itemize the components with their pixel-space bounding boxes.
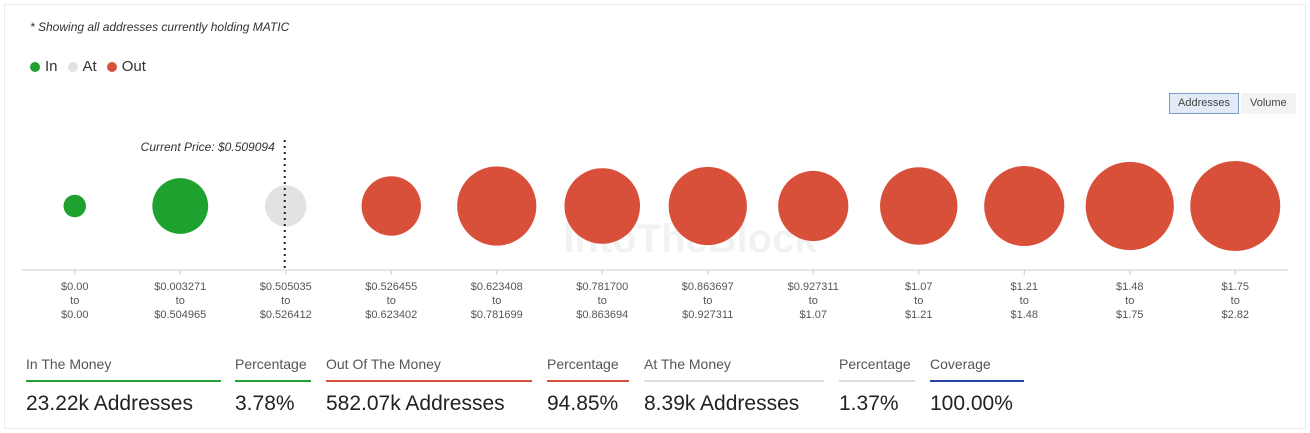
x-tick-label: $0.863697 [682,281,734,293]
legend: In At Out [30,58,146,75]
holding-note: * Showing all addresses currently holdin… [30,20,290,34]
x-tick-label: $0.927311 [788,281,839,293]
stat-coverage: Coverage 100.00% [930,356,1024,416]
volume-toggle-button[interactable]: Volume [1240,93,1296,114]
legend-label-in: In [45,58,58,75]
x-tick-label: $0.623402 [365,309,417,321]
x-tick-label: to [281,295,290,307]
stat-out-percentage: Percentage 94.85% [547,356,629,416]
x-tick-label: to [387,295,396,307]
legend-dot-in [30,61,40,72]
x-tick-label: to [914,295,923,307]
legend-item-in[interactable]: In [30,58,58,75]
legend-label-out: Out [121,58,146,75]
x-tick-label: $0.526455 [365,281,417,293]
x-tick-label: $1.48 [1010,309,1038,321]
x-tick-label: $0.526412 [260,309,312,321]
x-tick-label: to [1231,295,1240,307]
x-tick-label: to [809,295,818,307]
stat-label: Coverage [930,356,991,372]
legend-label-at: At [82,58,97,75]
stat-in-the-money: In The Money 23.22k Addresses [26,356,221,416]
x-tick-label: $1.75 [1221,281,1249,293]
x-tick-label: $0.505035 [260,281,312,293]
stat-label: Percentage [839,356,911,372]
stat-underline [326,380,532,382]
bubble-out[interactable] [880,167,958,245]
x-tick-label: $0.863694 [576,309,628,321]
legend-dot-out [106,61,117,72]
stat-underline [547,380,629,382]
stat-out-of-the-money: Out Of The Money 582.07k Addresses [326,356,532,416]
bubble-out[interactable] [564,168,641,244]
x-tick-label: to [70,295,79,307]
addresses-toggle-button[interactable]: Addresses [1169,93,1239,114]
bubble-chart: IntoTheBlock$0.00to$0.00$0.003271to$0.50… [22,140,1288,321]
stat-underline [644,380,824,382]
stat-at-the-money: At The Money 8.39k Addresses [644,356,824,416]
stat-value: 100.00% [930,392,1013,415]
bubble-out[interactable] [1085,161,1174,251]
current-price-label: Current Price: $0.509094 [141,140,275,154]
stat-underline [839,380,915,382]
bubble-in[interactable] [152,178,209,234]
stat-at-percentage: Percentage 1.37% [839,356,915,416]
bubble-out[interactable] [1190,161,1281,251]
bubble-out[interactable] [984,165,1065,247]
stat-value: 23.22k Addresses [26,392,193,415]
x-tick-label: to [598,295,607,307]
x-tick-label: to [176,295,185,307]
x-tick-label: $0.623408 [471,281,523,293]
x-tick-label: $0.781700 [576,281,628,293]
x-tick-label: $0.00 [61,309,89,321]
legend-dot-at [67,61,78,72]
x-tick-label: $1.21 [1010,281,1038,293]
bubble-out[interactable] [668,166,747,246]
x-tick-label: $0.781699 [471,309,523,321]
bubble-out[interactable] [457,166,537,246]
stat-label: Percentage [235,356,307,372]
bubble-out[interactable] [361,176,421,236]
x-tick-label: to [492,295,501,307]
x-tick-label: $0.00 [61,281,89,293]
x-tick-label: $1.07 [799,309,827,321]
stat-value: 582.07k Addresses [326,392,505,415]
x-tick-label: to [1020,295,1029,307]
stat-underline [930,380,1024,382]
stat-value: 3.78% [235,392,295,415]
x-tick-label: $1.21 [905,309,933,321]
stat-label: At The Money [644,356,731,372]
x-tick-label: to [1125,295,1134,307]
x-tick-label: $1.75 [1116,309,1144,321]
stat-value: 1.37% [839,392,899,415]
stat-in-percentage: Percentage 3.78% [235,356,311,416]
stat-value: 8.39k Addresses [644,392,800,415]
x-tick-label: $0.003271 [154,281,206,293]
x-tick-label: $0.504965 [154,309,206,321]
x-tick-label: $1.48 [1116,281,1144,293]
x-tick-label: $2.82 [1221,309,1249,321]
stat-underline [26,380,221,382]
bubble-out[interactable] [778,170,849,242]
metric-toggle: Addresses Volume [1169,93,1296,114]
stat-label: Percentage [547,356,619,372]
bubble-in[interactable] [63,194,87,218]
stat-value: 94.85% [547,392,619,415]
stat-underline [235,380,311,382]
x-tick-label: $0.927311 [682,309,733,321]
legend-item-out[interactable]: Out [106,58,146,75]
stat-label: In The Money [26,356,112,372]
stat-label: Out Of The Money [326,356,441,372]
x-tick-label: to [703,295,712,307]
legend-item-at[interactable]: At [67,58,97,75]
x-tick-label: $1.07 [905,281,933,293]
